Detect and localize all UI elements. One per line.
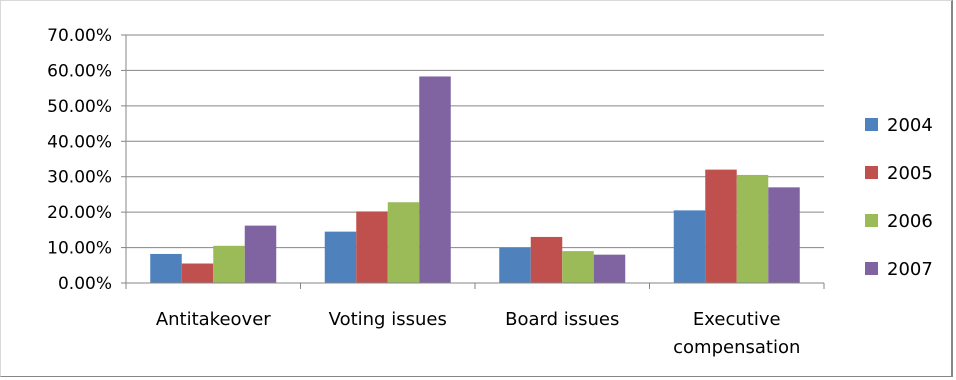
bar-2004-1: [324, 231, 357, 283]
bar-2004-0: [150, 253, 182, 283]
y-tick-label: 30.00%: [47, 168, 112, 188]
legend-swatch-2007: [865, 262, 878, 275]
y-tick-label: 40.00%: [47, 132, 112, 152]
x-category-label: Executive: [693, 309, 781, 330]
x-category-label: Voting issues: [329, 309, 447, 330]
legend-swatch-2006: [865, 214, 878, 227]
bar-2006-0: [213, 245, 245, 283]
y-tick-label: 10.00%: [47, 239, 112, 259]
legend-label-2007: 2007: [887, 259, 933, 280]
bar-2005-3: [705, 169, 737, 283]
x-category-label: compensation: [673, 337, 800, 358]
bar-2004-3: [673, 210, 706, 283]
bar-2007-3: [768, 187, 800, 283]
bar-2004-2: [499, 247, 531, 283]
y-tick-label: 60.00%: [47, 61, 112, 81]
bar-2006-2: [562, 251, 594, 283]
y-tick-label: 70.00%: [47, 26, 112, 46]
bar-2006-3: [736, 174, 769, 283]
y-tick-label: 50.00%: [47, 97, 112, 117]
bar-2007-1: [419, 76, 451, 283]
legend-swatch-2004: [865, 118, 878, 131]
legend-label-2004: 2004: [887, 115, 933, 136]
x-category-label: Antitakeover: [156, 309, 271, 330]
legend-swatch-2005: [865, 166, 878, 179]
y-tick-label: 0.00%: [58, 274, 112, 294]
bar-2005-1: [356, 211, 388, 283]
bar-2006-1: [387, 202, 420, 283]
bar-2005-2: [530, 236, 563, 283]
bar-2007-2: [593, 254, 626, 283]
legend-label-2006: 2006: [887, 211, 933, 232]
y-tick-label: 20.00%: [47, 203, 112, 223]
x-category-label: Board issues: [505, 309, 619, 330]
bar-2007-0: [244, 225, 277, 283]
legend-label-2005: 2005: [887, 163, 933, 184]
bar-2005-0: [181, 263, 214, 283]
